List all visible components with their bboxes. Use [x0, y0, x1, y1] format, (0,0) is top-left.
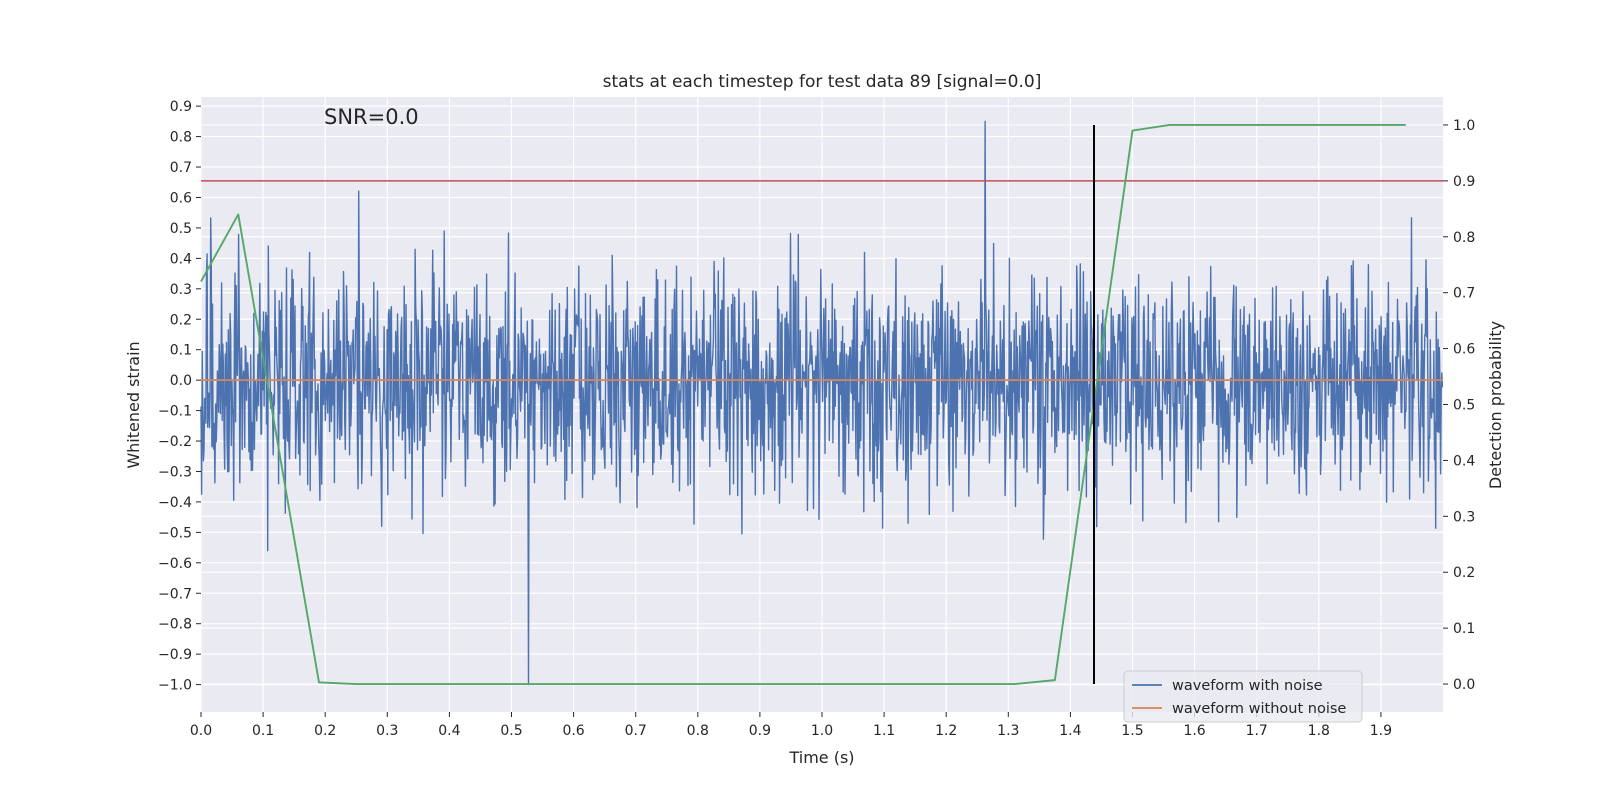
y-tick-label: −0.3 — [158, 464, 192, 480]
y-axis-label: Whitened strain — [124, 341, 143, 468]
y-tick-label: −0.5 — [158, 525, 192, 541]
x-tick-label: 0.7 — [625, 723, 647, 739]
series-layer — [200, 120, 1444, 686]
y2-tick-label: 0.3 — [1453, 509, 1475, 525]
series-detection-probability — [200, 124, 1406, 685]
ticks: 0.0 0.1 0.2 0.3 0.4 0.5 0.6 0.7 0.8 0.9 1.0 1.1 1.2 1… — [158, 99, 1475, 739]
x-tick-label: 0.0 — [190, 723, 212, 739]
x-tick-label: 0.9 — [749, 723, 771, 739]
x-tick-label: 0.2 — [314, 723, 336, 739]
y-tick-label: 0.5 — [170, 221, 192, 237]
x-tick-label: 1.4 — [1059, 723, 1081, 739]
y-tick-label: −1.0 — [158, 678, 192, 694]
x-tick-label: 0.4 — [438, 723, 460, 739]
y-tick-label: 0.3 — [170, 282, 192, 298]
y-tick-label: −0.8 — [158, 617, 192, 633]
legend-label-noise: waveform with noise — [1172, 678, 1323, 694]
x-tick-label: 1.8 — [1308, 723, 1330, 739]
snr-annotation: SNR=0.0 — [324, 105, 419, 129]
y-tick-label: 0.2 — [170, 312, 192, 328]
y-tick-label: 0.0 — [170, 373, 192, 389]
y-tick-label: −0.7 — [158, 586, 192, 602]
y-tick-label: 0.1 — [170, 343, 192, 359]
x-tick-label: 1.5 — [1121, 723, 1143, 739]
x-tick-label: 1.0 — [811, 723, 833, 739]
x-axis-label: Time (s) — [788, 748, 854, 767]
x-tick-label: 0.1 — [252, 723, 274, 739]
x-tick-label: 1.6 — [1183, 723, 1205, 739]
legend-box — [1123, 670, 1363, 723]
x-tick-label: 1.7 — [1246, 723, 1268, 739]
y2-tick-label: 0.2 — [1453, 565, 1475, 581]
y-tick-label: −0.9 — [158, 647, 192, 663]
chart-title: stats at each timestep for test data 89 … — [603, 72, 1042, 92]
y-tick-label: 0.7 — [170, 160, 192, 176]
x-tick-label: 0.3 — [376, 723, 398, 739]
y-tick-label: −0.6 — [158, 556, 192, 572]
y-tick-label: 0.4 — [170, 251, 192, 267]
y-tick-label: −0.4 — [158, 495, 192, 511]
y2-tick-label: 0.6 — [1453, 342, 1475, 358]
y2-axis-label: Detection probability — [1486, 321, 1505, 489]
y2-tick-label: 1.0 — [1453, 118, 1475, 134]
x-tick-label: 0.5 — [500, 723, 522, 739]
x-tick-label: 0.8 — [687, 723, 709, 739]
y2-tick-label: 0.7 — [1453, 286, 1475, 302]
y-tick-label: 0.8 — [170, 130, 192, 146]
y-tick-label: 0.6 — [170, 190, 192, 206]
y2-tick-label: 0.1 — [1453, 621, 1475, 637]
y-tick-label: 0.9 — [170, 99, 192, 115]
y2-tick-label: 0.5 — [1453, 398, 1475, 414]
x-tick-label: 1.3 — [997, 723, 1019, 739]
legend-label-clean: waveform without noise — [1172, 701, 1346, 717]
y2-tick-label: 0.8 — [1453, 230, 1475, 246]
x-tick-label: 1.9 — [1370, 723, 1392, 739]
y-tick-label: −0.2 — [158, 434, 192, 450]
x-tick-label: 0.6 — [562, 723, 584, 739]
series-waveform-with-noise — [200, 120, 1444, 686]
x-tick-label: 1.1 — [873, 723, 895, 739]
x-tick-label: 1.2 — [935, 723, 957, 739]
y-tick-label: −0.1 — [158, 404, 192, 420]
legend: waveform with noise waveform without noi… — [1123, 670, 1363, 723]
y2-tick-label: 0.4 — [1453, 453, 1475, 469]
y2-tick-label: 0.9 — [1453, 174, 1475, 190]
y2-tick-label: 0.0 — [1453, 677, 1475, 693]
